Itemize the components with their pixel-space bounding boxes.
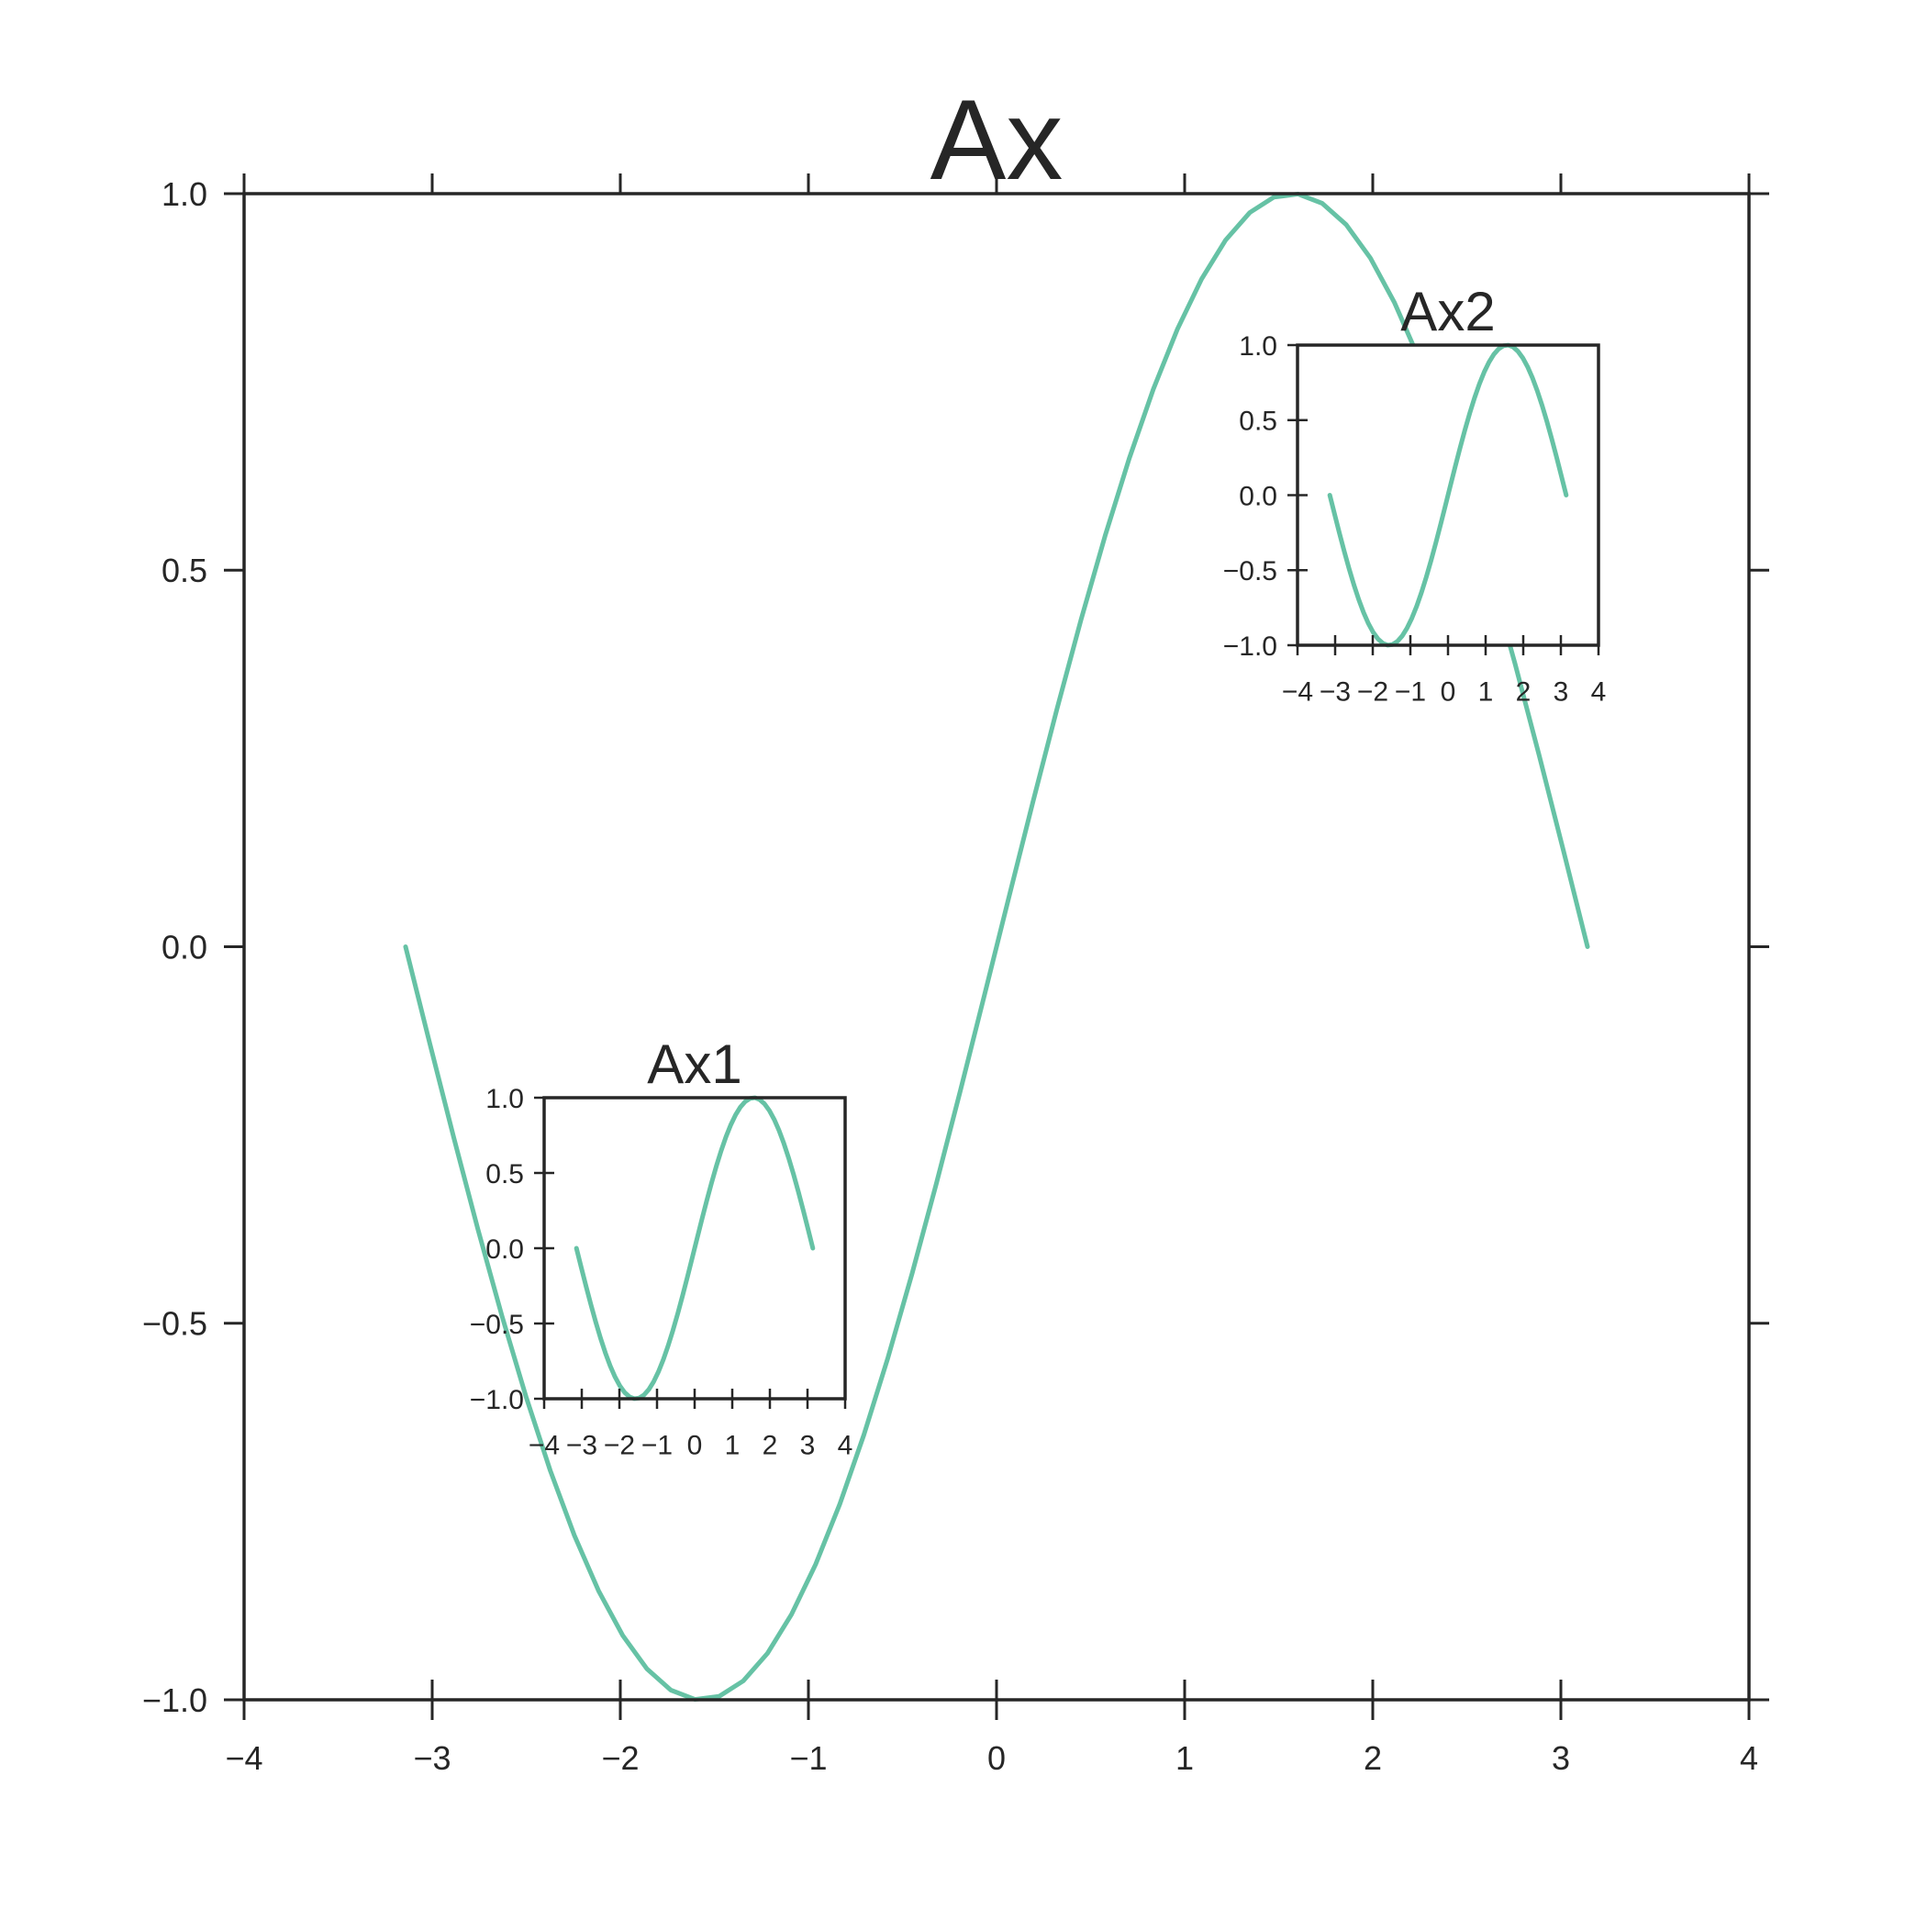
ax2-xtick-label: −2 [1357, 677, 1388, 708]
main-xtick-label: −2 [601, 1739, 639, 1777]
ax2-title: Ax2 [1400, 281, 1495, 342]
main-ytick-label: 0.0 [162, 928, 207, 966]
main-xtick-label: 2 [1364, 1739, 1382, 1777]
ax2-series-line [1327, 342, 1569, 648]
inset-axes-ax1: −4 −3 −2 −1 0 1 2 3 4 −1.0 −0.5 0.0 0.5 1.0 Ax1 [470, 1033, 853, 1461]
ax1-ytick-label: −1.0 [470, 1385, 524, 1415]
main-series-line [403, 191, 1590, 1703]
ax1-xtick-label: −2 [604, 1431, 635, 1461]
ax1-xtick-label: −4 [529, 1431, 560, 1461]
ax2-ytick-label: −0.5 [1223, 556, 1277, 586]
ax2-ytick-label: 1.0 [1239, 331, 1277, 362]
ax1-xtick-label: −1 [641, 1431, 673, 1461]
main-ytick-label: −1.0 [142, 1681, 207, 1719]
ax1-ytick-label: −0.5 [470, 1310, 524, 1340]
main-xtick-label: 1 [1175, 1739, 1194, 1777]
ax2-xtick-label: 4 [1591, 677, 1607, 708]
ax2-xtick-label: −3 [1320, 677, 1351, 708]
ax1-xtick-label: 0 [687, 1431, 703, 1461]
ax2-xtick-label: 3 [1554, 677, 1569, 708]
ax2-ytick-label: 0.5 [1239, 407, 1277, 437]
ax1-xtick-label: 1 [725, 1431, 741, 1461]
ax1-xtick-label: 2 [763, 1431, 778, 1461]
main-xtick-label: −3 [413, 1739, 451, 1777]
main-xtick-label: 3 [1552, 1739, 1570, 1777]
main-ytick-label: 0.5 [162, 552, 207, 589]
main-ytick-label: 1.0 [162, 175, 207, 213]
ax2-xtick-label: 2 [1516, 677, 1532, 708]
main-axes: −4 −3 −2 −1 0 1 2 3 4−1.0−0.50.00.51.0 Ax [142, 77, 1769, 1777]
ax2-ytick-label: −1.0 [1223, 631, 1277, 662]
ax2-xtick-label: 1 [1478, 677, 1494, 708]
inset-axes-ax2: −4 −3 −2 −1 0 1 2 3 4 −1.0 −0.5 0.0 0.5 1.0 Ax2 [1223, 281, 1607, 708]
ax1-ytick-label: 1.0 [485, 1084, 524, 1114]
ax1-series-line [574, 1095, 816, 1402]
ax1-ytick-label: 0.0 [485, 1234, 524, 1265]
ax1-xtick-label: 3 [800, 1431, 816, 1461]
ax2-xtick-label: −4 [1282, 677, 1313, 708]
main-xtick-label: −1 [789, 1739, 827, 1777]
main-title: Ax [930, 77, 1064, 204]
ax2-xtick-label: −1 [1395, 677, 1426, 708]
ax2-xtick-label: 0 [1441, 677, 1456, 708]
ax1-xtick-label: 4 [838, 1431, 853, 1461]
ax1-title: Ax1 [647, 1033, 741, 1095]
main-ytick-label: −0.5 [142, 1305, 207, 1343]
main-xtick-label: −4 [225, 1739, 262, 1777]
main-xtick-label: 4 [1740, 1739, 1758, 1777]
main-xtick-label: 0 [987, 1739, 1006, 1777]
ax1-xtick-label: −3 [566, 1431, 597, 1461]
ax2-ytick-label: 0.0 [1239, 481, 1277, 511]
ax1-ytick-label: 0.5 [485, 1159, 524, 1189]
